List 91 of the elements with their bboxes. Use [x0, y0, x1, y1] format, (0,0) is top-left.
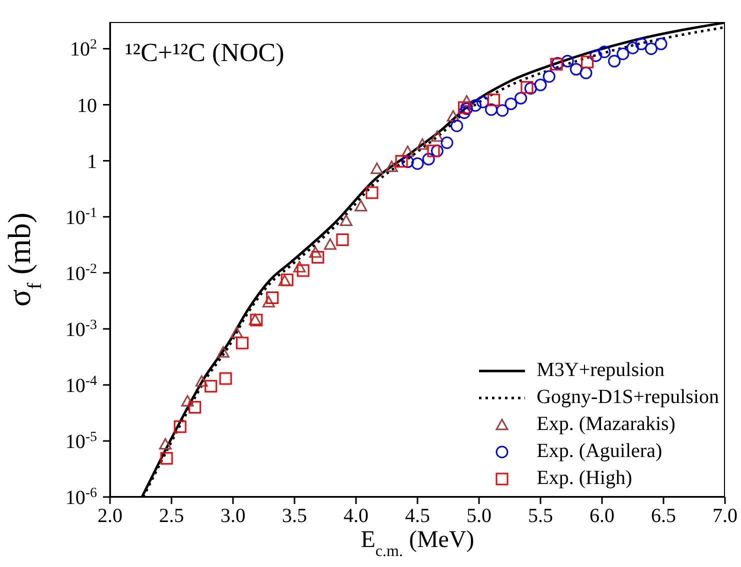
y-tick-label: 10$^{2}$	[70, 37, 97, 61]
point	[520, 81, 534, 94]
point	[159, 438, 172, 450]
point	[181, 395, 194, 406]
point	[635, 38, 648, 50]
point	[324, 238, 336, 250]
point	[542, 70, 556, 83]
y-tick-label: 10$^{-3}$	[65, 317, 97, 341]
y-tick-label: 10$^{-4}$	[65, 373, 97, 397]
point	[427, 144, 440, 158]
point	[266, 291, 279, 304]
point	[422, 152, 435, 166]
x-tick-label: 2.5	[159, 505, 184, 527]
point	[504, 98, 518, 110]
legend-label: M3Y+repulsion	[536, 358, 665, 383]
x-tick-label: 4.5	[405, 505, 430, 527]
point	[336, 234, 349, 246]
point	[485, 103, 498, 116]
point	[416, 138, 429, 150]
x-tick-label: 3.0	[220, 505, 246, 527]
point	[312, 251, 324, 264]
y-tick-label: 10$^{-6}$	[65, 486, 97, 509]
point	[395, 155, 408, 168]
point	[430, 130, 444, 142]
point	[644, 42, 658, 55]
point	[590, 49, 602, 62]
point	[188, 400, 202, 414]
x-tick-label: 7.0	[712, 505, 738, 527]
point	[458, 106, 470, 120]
y-tick-label: 10	[77, 94, 97, 117]
point	[401, 156, 414, 168]
point	[534, 78, 547, 92]
x-tick-label: 5.5	[528, 505, 553, 527]
point	[293, 260, 306, 272]
point	[460, 102, 473, 115]
y-tick-label: 10$^{-2}$	[65, 261, 97, 285]
legend-label: Exp. (High)	[536, 466, 632, 491]
point	[460, 95, 473, 107]
point	[626, 42, 639, 54]
point	[580, 66, 592, 80]
x-tick-label: 4.0	[344, 505, 368, 527]
point	[654, 38, 668, 50]
point	[411, 157, 424, 170]
point	[446, 110, 460, 122]
point	[385, 160, 398, 172]
point	[262, 296, 275, 308]
point	[598, 46, 611, 58]
point	[524, 82, 537, 95]
point	[401, 146, 414, 157]
point	[296, 264, 310, 277]
point	[280, 274, 294, 286]
y-tick-label: 10$^{-1}$	[65, 205, 97, 229]
point	[488, 94, 500, 106]
point	[216, 346, 230, 358]
point	[458, 101, 470, 114]
x-tick-label: 6.0	[590, 505, 614, 527]
point	[616, 48, 630, 60]
point	[570, 63, 582, 76]
y-tick-label: 10$^{-5}$	[65, 429, 97, 453]
point	[514, 92, 528, 104]
point	[366, 186, 378, 199]
point	[496, 104, 509, 117]
y-tick-label: 1	[87, 150, 97, 173]
point	[219, 372, 232, 385]
x-tick-label: 2.0	[98, 505, 122, 527]
point	[469, 99, 482, 112]
x-tick-label: 5.0	[466, 505, 492, 527]
point	[561, 54, 574, 68]
x-tick-label: 6.5	[651, 505, 676, 527]
point	[195, 375, 208, 387]
legend-label: Gogny-D1S+repulsion	[536, 385, 719, 410]
legend-label: Exp. (Mazarakis)	[536, 412, 676, 437]
legend-label: Exp. (Aguilera)	[536, 439, 662, 464]
point	[309, 246, 322, 258]
point	[450, 120, 464, 132]
point	[354, 200, 368, 212]
point	[370, 162, 384, 174]
point	[236, 336, 248, 350]
point	[430, 144, 444, 158]
x-tick-label: 3.5	[282, 505, 307, 527]
point	[204, 380, 218, 392]
point	[608, 54, 621, 68]
point	[440, 136, 454, 149]
point	[160, 452, 173, 465]
point	[580, 56, 594, 68]
point	[230, 326, 243, 338]
point	[476, 96, 489, 108]
x-axis-title: E$_{c.m.}$ (MeV)	[360, 527, 474, 560]
point	[174, 420, 186, 433]
point	[340, 214, 352, 226]
annotation: ¹²C+¹²C (NOC)	[125, 38, 284, 68]
